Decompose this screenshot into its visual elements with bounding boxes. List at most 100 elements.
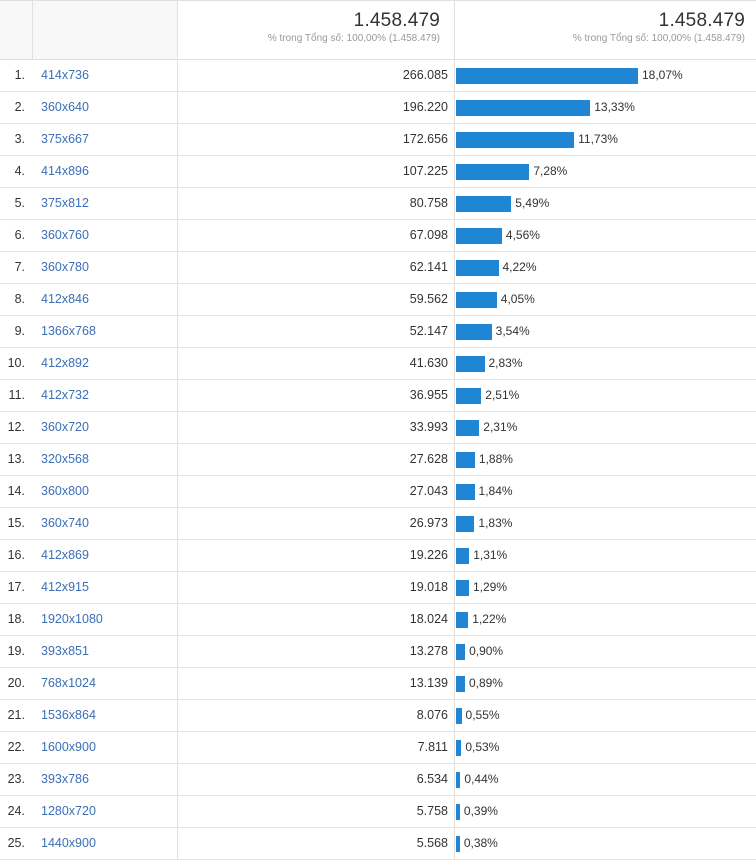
row-share-bar bbox=[456, 163, 530, 180]
row-dimension-link[interactable]: 360x720 bbox=[33, 412, 178, 443]
table-row: 22. 1600x900 7.811 0,53% bbox=[0, 732, 756, 764]
row-share-bar bbox=[456, 291, 497, 308]
row-percentage: 11,73% bbox=[578, 132, 618, 146]
row-dimension-link[interactable]: 1600x900 bbox=[33, 732, 178, 763]
row-bar-cell: 2,51% bbox=[455, 380, 756, 411]
row-share-bar bbox=[456, 547, 470, 564]
table-row: 2. 360x640 196.220 13,33% bbox=[0, 92, 756, 124]
row-dimension-link[interactable]: 414x896 bbox=[33, 156, 178, 187]
header-bar-total-cell: 1.458.479 % trong Tổng số: 100,00% (1.45… bbox=[455, 1, 756, 59]
row-percentage: 2,83% bbox=[488, 356, 523, 370]
row-dimension-link[interactable]: 414x736 bbox=[33, 60, 178, 91]
row-bar-cell: 0,89% bbox=[455, 668, 756, 699]
row-index: 1. bbox=[14, 68, 25, 82]
row-dimension-link[interactable]: 412x846 bbox=[33, 284, 178, 315]
row-share-bar bbox=[456, 835, 460, 852]
row-index: 12. bbox=[7, 420, 25, 434]
table-row: 1. 414x736 266.085 18,07% bbox=[0, 60, 756, 92]
row-share-bar bbox=[456, 579, 469, 596]
row-share-bar bbox=[456, 451, 475, 468]
row-percentage: 0,55% bbox=[465, 708, 500, 722]
row-value: 36.955 bbox=[178, 380, 455, 411]
row-bar-cell: 0,53% bbox=[455, 732, 756, 763]
table-row: 24. 1280x720 5.758 0,39% bbox=[0, 796, 756, 828]
row-dimension-link[interactable]: 1366x768 bbox=[33, 316, 178, 347]
row-share-bar bbox=[456, 515, 475, 532]
row-index: 10. bbox=[7, 356, 25, 370]
row-percentage: 1,31% bbox=[473, 548, 508, 562]
row-dimension-link[interactable]: 1440x900 bbox=[33, 828, 178, 859]
row-dimension-link[interactable]: 360x740 bbox=[33, 508, 178, 539]
row-share-bar bbox=[456, 355, 485, 372]
row-index: 21. bbox=[7, 708, 25, 722]
row-percentage: 0,89% bbox=[468, 676, 503, 690]
row-index: 18. bbox=[7, 612, 25, 626]
row-dimension-link[interactable]: 1280x720 bbox=[33, 796, 178, 827]
table-row: 7. 360x780 62.141 4,22% bbox=[0, 252, 756, 284]
row-value: 33.993 bbox=[178, 412, 455, 443]
row-share-bar bbox=[456, 387, 482, 404]
table-row: 5. 375x812 80.758 5,49% bbox=[0, 188, 756, 220]
row-dimension-link[interactable]: 393x851 bbox=[33, 636, 178, 667]
row-dimension-link[interactable]: 360x780 bbox=[33, 252, 178, 283]
row-share-bar bbox=[456, 483, 475, 500]
row-dimension-link[interactable]: 768x1024 bbox=[33, 668, 178, 699]
row-value: 62.141 bbox=[178, 252, 455, 283]
table-row: 12. 360x720 33.993 2,31% bbox=[0, 412, 756, 444]
row-percentage: 18,07% bbox=[642, 68, 683, 82]
row-bar-cell: 4,22% bbox=[455, 252, 756, 283]
row-dimension-link[interactable]: 393x786 bbox=[33, 764, 178, 795]
row-share-bar bbox=[456, 803, 460, 820]
row-bar-cell: 3,54% bbox=[455, 316, 756, 347]
row-bar-cell: 1,84% bbox=[455, 476, 756, 507]
table-row: 8. 412x846 59.562 4,05% bbox=[0, 284, 756, 316]
row-bar-cell: 0,55% bbox=[455, 700, 756, 731]
row-bar-cell: 0,39% bbox=[455, 796, 756, 827]
row-value: 19.226 bbox=[178, 540, 455, 571]
row-index: 24. bbox=[7, 804, 25, 818]
row-dimension-link[interactable]: 360x800 bbox=[33, 476, 178, 507]
row-dimension-link[interactable]: 360x760 bbox=[33, 220, 178, 251]
row-share-bar bbox=[456, 739, 462, 756]
row-index: 9. bbox=[14, 324, 25, 338]
row-index: 5. bbox=[14, 196, 25, 210]
table-row: 16. 412x869 19.226 1,31% bbox=[0, 540, 756, 572]
row-bar-cell: 1,22% bbox=[455, 604, 756, 635]
row-value: 6.534 bbox=[178, 764, 455, 795]
row-index: 3. bbox=[14, 132, 25, 146]
table-row: 11. 412x732 36.955 2,51% bbox=[0, 380, 756, 412]
row-percentage: 1,29% bbox=[472, 580, 508, 594]
row-bar-cell: 4,05% bbox=[455, 284, 756, 315]
row-percentage: 1,83% bbox=[478, 516, 513, 530]
row-share-bar bbox=[456, 643, 466, 660]
row-dimension-link[interactable]: 1536x864 bbox=[33, 700, 178, 731]
row-dimension-link[interactable]: 375x812 bbox=[33, 188, 178, 219]
row-index: 11. bbox=[8, 388, 25, 402]
row-dimension-link[interactable]: 412x869 bbox=[33, 540, 178, 571]
row-bar-cell: 5,49% bbox=[455, 188, 756, 219]
row-value: 27.628 bbox=[178, 444, 455, 475]
row-dimension-link[interactable]: 412x915 bbox=[33, 572, 178, 603]
row-share-bar bbox=[456, 611, 469, 628]
row-share-bar bbox=[456, 259, 499, 276]
table-row: 21. 1536x864 8.076 0,55% bbox=[0, 700, 756, 732]
row-value: 5.758 bbox=[178, 796, 455, 827]
row-bar-cell: 0,38% bbox=[455, 828, 756, 859]
row-bar-cell: 0,44% bbox=[455, 764, 756, 795]
row-dimension-link[interactable]: 360x640 bbox=[33, 92, 178, 123]
row-percentage: 2,31% bbox=[483, 420, 518, 434]
row-index: 19. bbox=[7, 644, 25, 658]
row-dimension-link[interactable]: 412x732 bbox=[33, 380, 178, 411]
row-value: 26.973 bbox=[178, 508, 455, 539]
row-value: 7.811 bbox=[178, 732, 455, 763]
row-value: 41.630 bbox=[178, 348, 455, 379]
row-dimension-link[interactable]: 320x568 bbox=[33, 444, 178, 475]
row-percentage: 0,44% bbox=[464, 772, 499, 786]
row-bar-cell: 1,83% bbox=[455, 508, 756, 539]
row-dimension-link[interactable]: 1920x1080 bbox=[33, 604, 178, 635]
header-total-value: 1.458.479 bbox=[353, 10, 440, 31]
row-dimension-link[interactable]: 375x667 bbox=[33, 124, 178, 155]
table-row: 25. 1440x900 5.568 0,38% bbox=[0, 828, 756, 860]
row-dimension-link[interactable]: 412x892 bbox=[33, 348, 178, 379]
